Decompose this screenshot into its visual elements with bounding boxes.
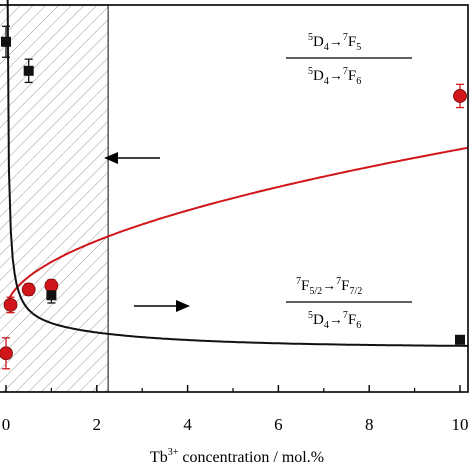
red-fit-curve <box>5 146 468 305</box>
x-axis-title: Tb3+ concentration / mol.% <box>150 447 324 466</box>
black-series-label: 7F5/2→7F7/2 5D4→7F6 <box>286 276 412 331</box>
x-tick-label: 2 <box>93 415 102 434</box>
fit-curves <box>5 0 468 347</box>
x-ticks: 0 2 4 6 8 10 <box>2 385 469 434</box>
black-data-point <box>1 36 11 47</box>
red-data-point <box>44 278 59 293</box>
red-label-denominator: 5D4→7F6 <box>308 66 361 87</box>
x-tick-label: 10 <box>452 415 469 434</box>
black-data-point <box>46 290 57 301</box>
black-data-point <box>23 65 34 76</box>
shaded-region <box>0 4 109 392</box>
data-markers <box>0 36 467 361</box>
x-tick-label: 0 <box>2 415 11 434</box>
black-data-point <box>455 334 465 345</box>
red-data-point <box>453 89 467 103</box>
black-fit-curve <box>6 0 468 347</box>
red-series-label: 5D4→7F5 5D4→7F6 <box>286 32 412 87</box>
x-tick-label: 6 <box>274 415 283 434</box>
x-tick-label: 8 <box>365 415 374 434</box>
black-label-numerator: 7F5/2→7F7/2 <box>296 276 362 297</box>
black-label-denominator: 5D4→7F6 <box>308 310 361 331</box>
red-data-point <box>21 282 36 297</box>
arrow-to-right-axis <box>134 300 190 312</box>
red-label-numerator: 5D4→7F5 <box>308 32 361 53</box>
x-tick-label: 4 <box>183 415 192 434</box>
red-data-point <box>0 346 13 361</box>
plot-area <box>0 0 468 392</box>
arrow-to-left-axis <box>104 152 160 164</box>
red-data-point <box>3 298 18 312</box>
